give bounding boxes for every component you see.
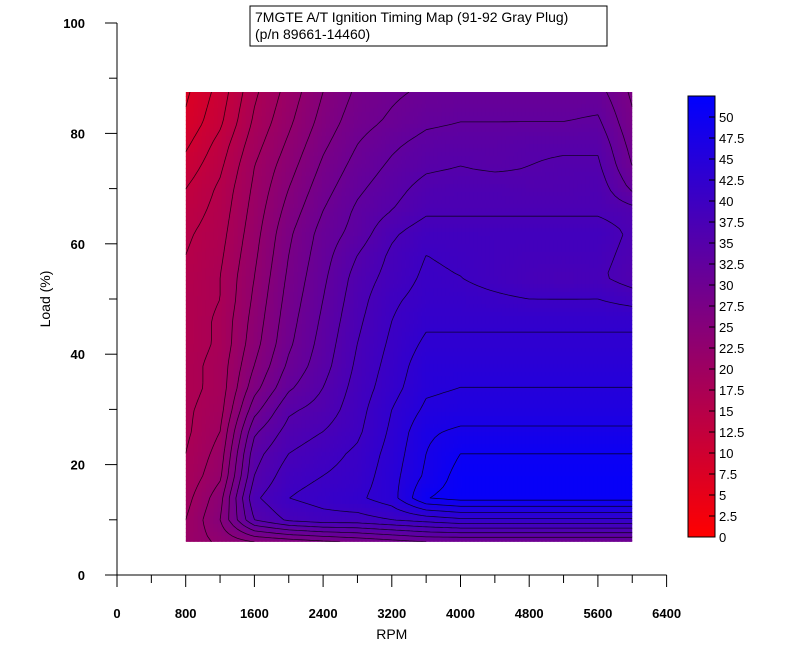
colorbar-tick-label: 37.5 (719, 215, 744, 230)
colorbar-tick-label: 7.5 (719, 467, 737, 482)
contour-line-set (185, 92, 633, 542)
colorbar-tick-label: 0 (719, 530, 726, 545)
colorbar: 0 2.5 5 7.5 10 12.5 15 17.5 20 22.5 25 27.5 30 32.5 35… (687, 95, 744, 545)
x-tick-label: 1600 (240, 606, 269, 621)
x-tick-label: 4800 (515, 606, 544, 621)
colorbar-tick-label: 15 (719, 404, 733, 419)
x-tick-label: 800 (175, 606, 197, 621)
colorbar-tick-label: 22.5 (719, 341, 744, 356)
axes: 0 800 1600 2400 3200 4000 4800 5600 6400 0 20 40 60 8… (63, 16, 681, 621)
colorbar-tick-label: 2.5 (719, 509, 737, 524)
y-tick-label: 20 (71, 458, 85, 473)
y-tick-label: 40 (71, 347, 85, 362)
colorbar-tick-label: 50 (719, 110, 733, 125)
colorbar-tick-label: 27.5 (719, 299, 744, 314)
colorbar-gradient (687, 95, 716, 538)
y-axis-title: Load (%) (37, 271, 53, 328)
colorbar-tick-label: 25 (719, 320, 733, 335)
colorbar-tick-label: 35 (719, 236, 733, 251)
y-tick-label: 0 (78, 568, 85, 583)
x-tick-label: 6400 (652, 606, 681, 621)
colorbar-tick-label: 30 (719, 278, 733, 293)
x-axis-title: RPM (376, 626, 407, 642)
x-tick-label: 5600 (583, 606, 612, 621)
chart-title-box: 7MGTE A/T Ignition Timing Map (91-92 Gra… (249, 5, 608, 47)
chart-title-line-1: 7MGTE A/T Ignition Timing Map (91-92 Gra… (255, 9, 568, 25)
colorbar-tick-label: 12.5 (719, 425, 744, 440)
x-tick-label: 2400 (309, 606, 338, 621)
colorbar-tick-label: 20 (719, 362, 733, 377)
colorbar-tick-label: 32.5 (719, 257, 744, 272)
chart-title-line-2: (p/n 89661-14460) (255, 26, 370, 42)
colorbar-tick-label: 5 (719, 488, 726, 503)
colorbar-tick-label: 45 (719, 152, 733, 167)
y-tick-label: 80 (71, 126, 85, 141)
x-tick-label: 0 (113, 606, 120, 621)
y-tick-label: 60 (71, 237, 85, 252)
y-tick-label: 100 (63, 16, 85, 31)
colorbar-tick-label: 10 (719, 446, 733, 461)
colorbar-tick-label: 42.5 (719, 173, 744, 188)
contour-fill (185, 92, 633, 542)
x-tick-label: 4000 (446, 606, 475, 621)
colorbar-tick-label: 47.5 (719, 131, 744, 146)
x-tick-label: 3200 (377, 606, 406, 621)
contour-lines (185, 92, 633, 542)
colorbar-tick-label: 17.5 (719, 383, 744, 398)
colorbar-tick-label: 40 (719, 194, 733, 209)
